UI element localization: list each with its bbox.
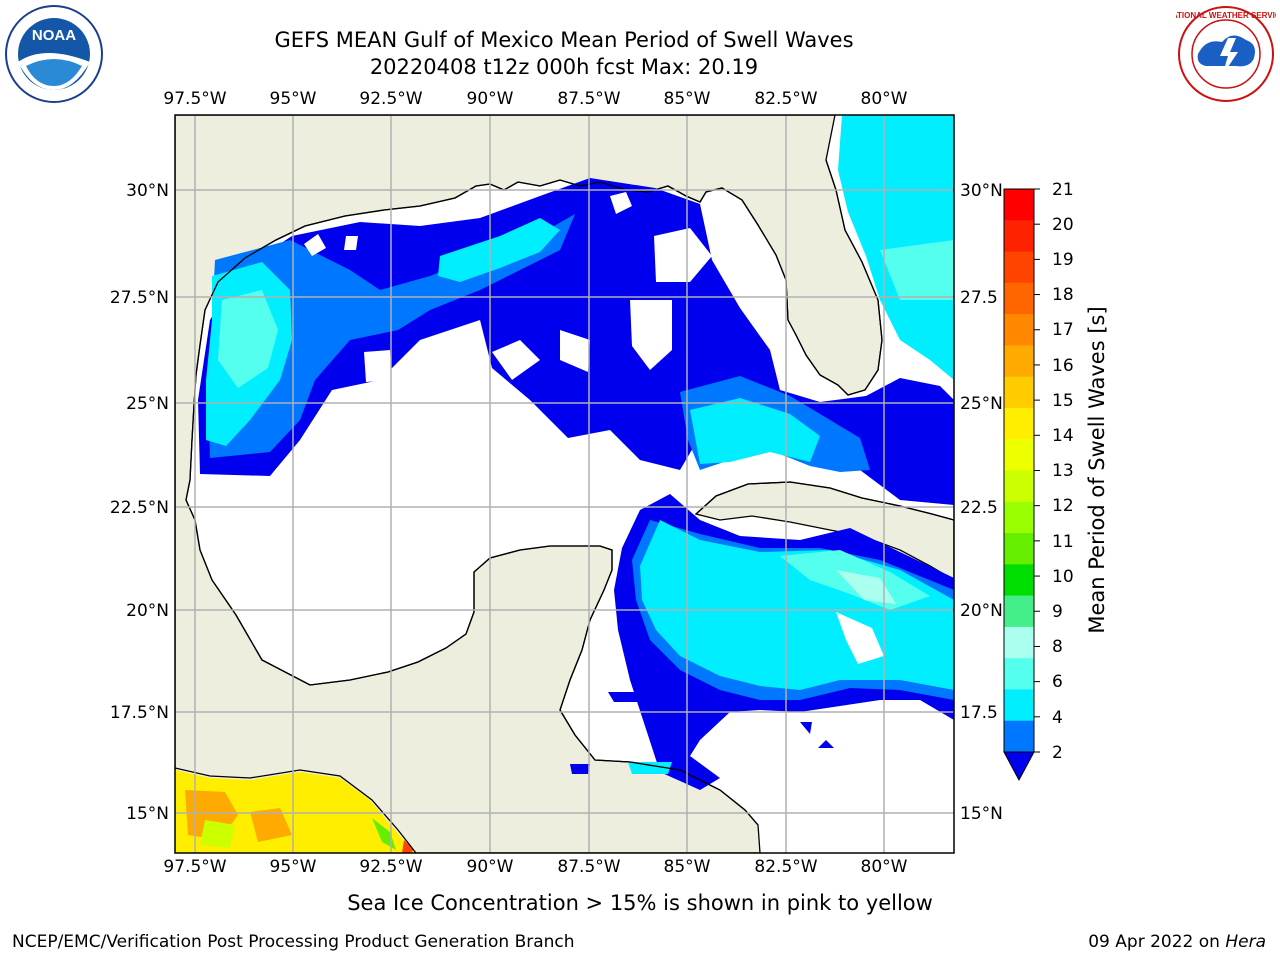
colorbar-segment [1004,533,1034,565]
colorbar-segment [1004,501,1034,534]
lat-label-left: 27.5°N [109,288,169,308]
colorbar-segment [1004,189,1034,221]
lat-label-left: 22.5°N [109,498,169,518]
colorbar-tick: 2 [1052,743,1063,763]
colorbar-tick: 11 [1052,532,1074,552]
colorbar-segment [1004,282,1034,315]
colorbar-tick: 13 [1052,461,1074,481]
footer-date-text: 09 Apr 2022 on [1088,932,1226,952]
lon-label-top: 87.5°W [557,89,621,109]
colorbar-tick: 10 [1052,567,1074,587]
lat-label-left: 20°N [126,601,169,621]
lat-label-right: 17.5 [960,703,998,723]
colorbar-tick: 20 [1052,215,1074,235]
lon-label-top: 82.5°W [754,89,818,109]
colorbar-tick: 21 [1052,180,1074,200]
lon-label-top: 90°W [466,89,514,109]
lon-label-bottom: 97.5°W [163,857,227,877]
lon-label-top: 95°W [269,89,317,109]
colorbar-segment [1004,626,1034,659]
svg-text:NATIONAL WEATHER SERVICE: NATIONAL WEATHER SERVICE [1176,11,1276,20]
footer-date: 09 Apr 2022 on Hera [1088,932,1266,952]
lon-label-top: 97.5°W [163,89,227,109]
colorbar-segment [1004,376,1034,409]
colorbar-segment [1004,564,1034,597]
colorbar-tick: 4 [1052,708,1063,728]
lon-label-bottom: 87.5°W [557,857,621,877]
chart-subtitle: 20220408 t12z 000h fcst Max: 20.19 [369,55,759,79]
colorbar-extend-arrow [1003,751,1035,782]
colorbar-segment [1004,314,1034,346]
colorbar-tick: 16 [1052,356,1074,376]
colorbar-tick: 14 [1052,426,1074,446]
lon-label-bottom: 92.5°W [359,857,423,877]
lon-label-bottom: 80°W [860,857,908,877]
colorbar-tick: 6 [1052,672,1063,692]
lon-label-top: 80°W [860,89,908,109]
colorbar-tick: 8 [1052,637,1063,657]
graticule [175,115,954,853]
lon-label-top: 85°W [663,89,711,109]
svg-text:NOAA: NOAA [32,27,76,44]
lon-label-bottom: 95°W [269,857,317,877]
chart-title: GEFS MEAN Gulf of Mexico Mean Period of … [274,28,854,52]
colorbar-tick: 9 [1052,602,1063,622]
colorbar-segment [1004,658,1034,690]
lon-label-bottom: 82.5°W [754,857,818,877]
lat-label-right: 25°N [960,394,1003,414]
footer-credit: NCEP/EMC/Verification Post Processing Pr… [12,932,575,952]
noaa-logo: NOAA [5,5,103,103]
colorbar-segment [1004,470,1034,503]
colorbar-segment [1004,220,1034,253]
colorbar-segment [1004,407,1034,440]
lon-label-bottom: 90°W [466,857,514,877]
colorbar-segment [1004,439,1034,471]
lat-label-left: 25°N [126,394,169,414]
lat-label-right: 15°N [960,804,1003,824]
lon-label-top: 92.5°W [359,89,423,109]
lat-label-right: 20°N [960,601,1003,621]
colorbar-segment [1004,251,1034,284]
sea-ice-note: Sea Ice Concentration > 15% is shown in … [347,891,933,915]
colorbar-tick: 12 [1052,496,1074,516]
pacific-region [175,770,415,853]
lat-label-right: 30°N [960,181,1003,201]
lat-label-right: 22.5 [960,498,998,518]
colorbar [1003,188,1040,782]
footer-machine: Hera [1225,932,1266,952]
colorbar-segment [1004,345,1034,378]
nws-logo: NATIONAL WEATHER SERVICE [1176,6,1276,102]
colorbar-tick: 19 [1052,250,1074,270]
lat-label-left: 30°N [126,181,169,201]
colorbar-segment [1004,689,1034,722]
lat-label-right: 27.5 [960,288,998,308]
colorbar-title: Mean Period of Swell Waves [s] [1085,306,1109,634]
colorbar-tick: 17 [1052,320,1074,340]
lat-label-left: 15°N [126,804,169,824]
colorbar-tick: 18 [1052,285,1074,305]
colorbar-segment [1004,595,1034,628]
lon-label-bottom: 85°W [663,857,711,877]
colorbar-tick: 15 [1052,391,1074,411]
colorbar-segment [1004,720,1034,753]
map-frame [174,114,955,854]
lat-label-left: 17.5°N [109,703,169,723]
